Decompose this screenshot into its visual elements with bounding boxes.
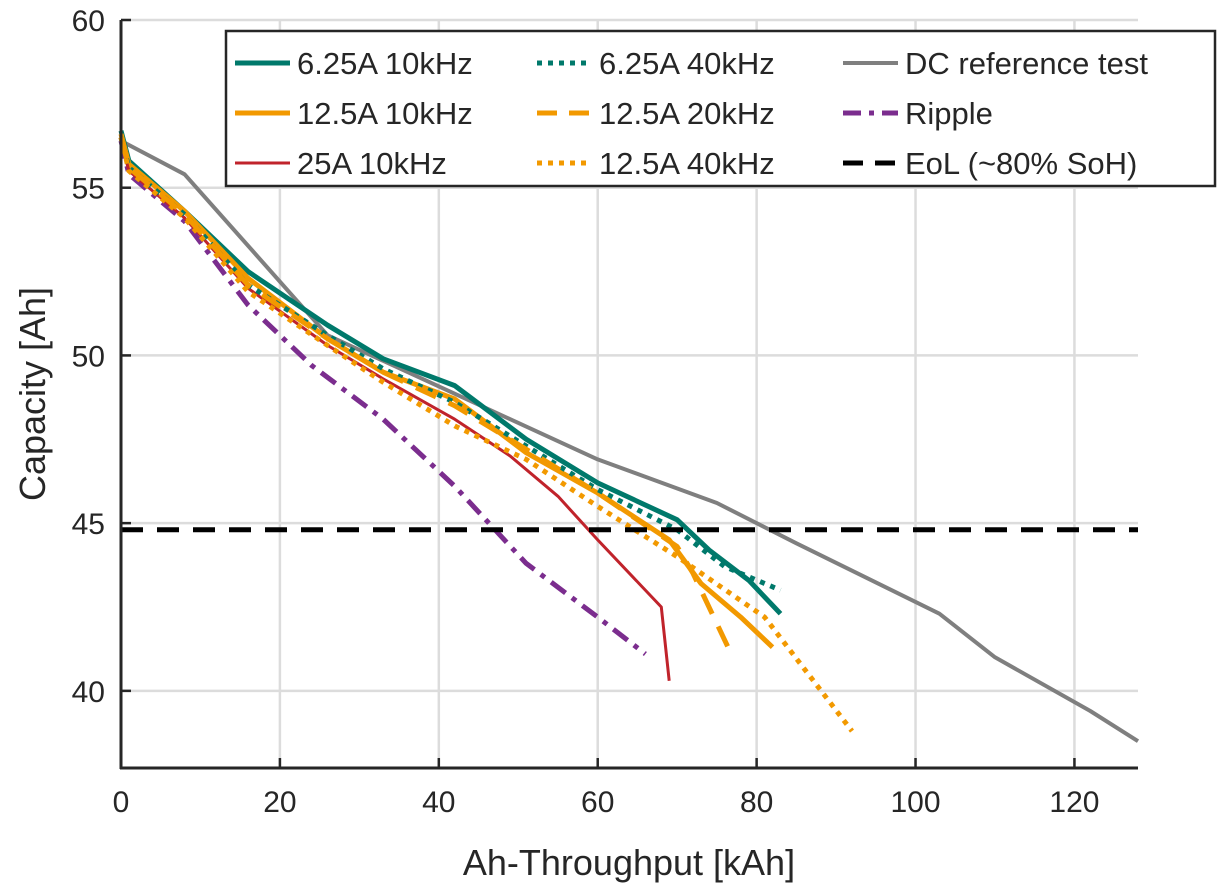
y-tick-label: 60 <box>72 5 105 38</box>
legend-label-5: 12.5A 40kHz <box>599 146 775 181</box>
y-tick-label: 40 <box>72 676 105 709</box>
x-tick-label: 80 <box>740 786 773 819</box>
legend-label-2: 25A 10kHz <box>297 146 447 181</box>
series-line-4 <box>118 136 736 659</box>
legend-label-8: EoL (~80% SoH) <box>905 146 1137 181</box>
legend-label-3: 6.25A 40kHz <box>599 46 775 81</box>
legend-label-6: DC reference test <box>905 46 1148 81</box>
legend-label-0: 6.25A 10kHz <box>297 46 473 81</box>
legend-label-7: Ripple <box>905 96 993 131</box>
y-tick-label: 50 <box>72 340 105 373</box>
x-tick-label: 0 <box>113 786 130 819</box>
x-tick-label: 60 <box>581 786 614 819</box>
legend-box <box>224 29 1217 188</box>
x-tick-label: 40 <box>422 786 455 819</box>
axes <box>119 18 1138 770</box>
series-line-2 <box>119 140 671 681</box>
x-tick-label: 100 <box>891 786 941 819</box>
series-line-6 <box>120 139 1140 743</box>
series-line-5 <box>118 136 854 733</box>
series-line-1 <box>118 133 775 650</box>
x-tick-label: 120 <box>1049 786 1099 819</box>
tick-labels: 0 20 40 60 80 100 120 40 45 50 55 60 <box>72 5 1100 819</box>
legend: 6.25A 10kHz 12.5A 10kHz 25A 10kHz 6.25A 40k… <box>224 29 1217 188</box>
series-layer <box>118 130 1140 743</box>
legend-label-4: 12.5A 20kHz <box>599 96 775 131</box>
series-line-7 <box>118 140 647 656</box>
x-axis-label: Ah-Throughput [kAh] <box>463 842 795 883</box>
x-tick-label: 20 <box>263 786 296 819</box>
y-tick-label: 45 <box>72 508 105 541</box>
legend-label-1: 12.5A 10kHz <box>297 96 473 131</box>
y-axis-label: Capacity [Ah] <box>12 287 53 501</box>
y-tick-label: 55 <box>72 173 105 206</box>
